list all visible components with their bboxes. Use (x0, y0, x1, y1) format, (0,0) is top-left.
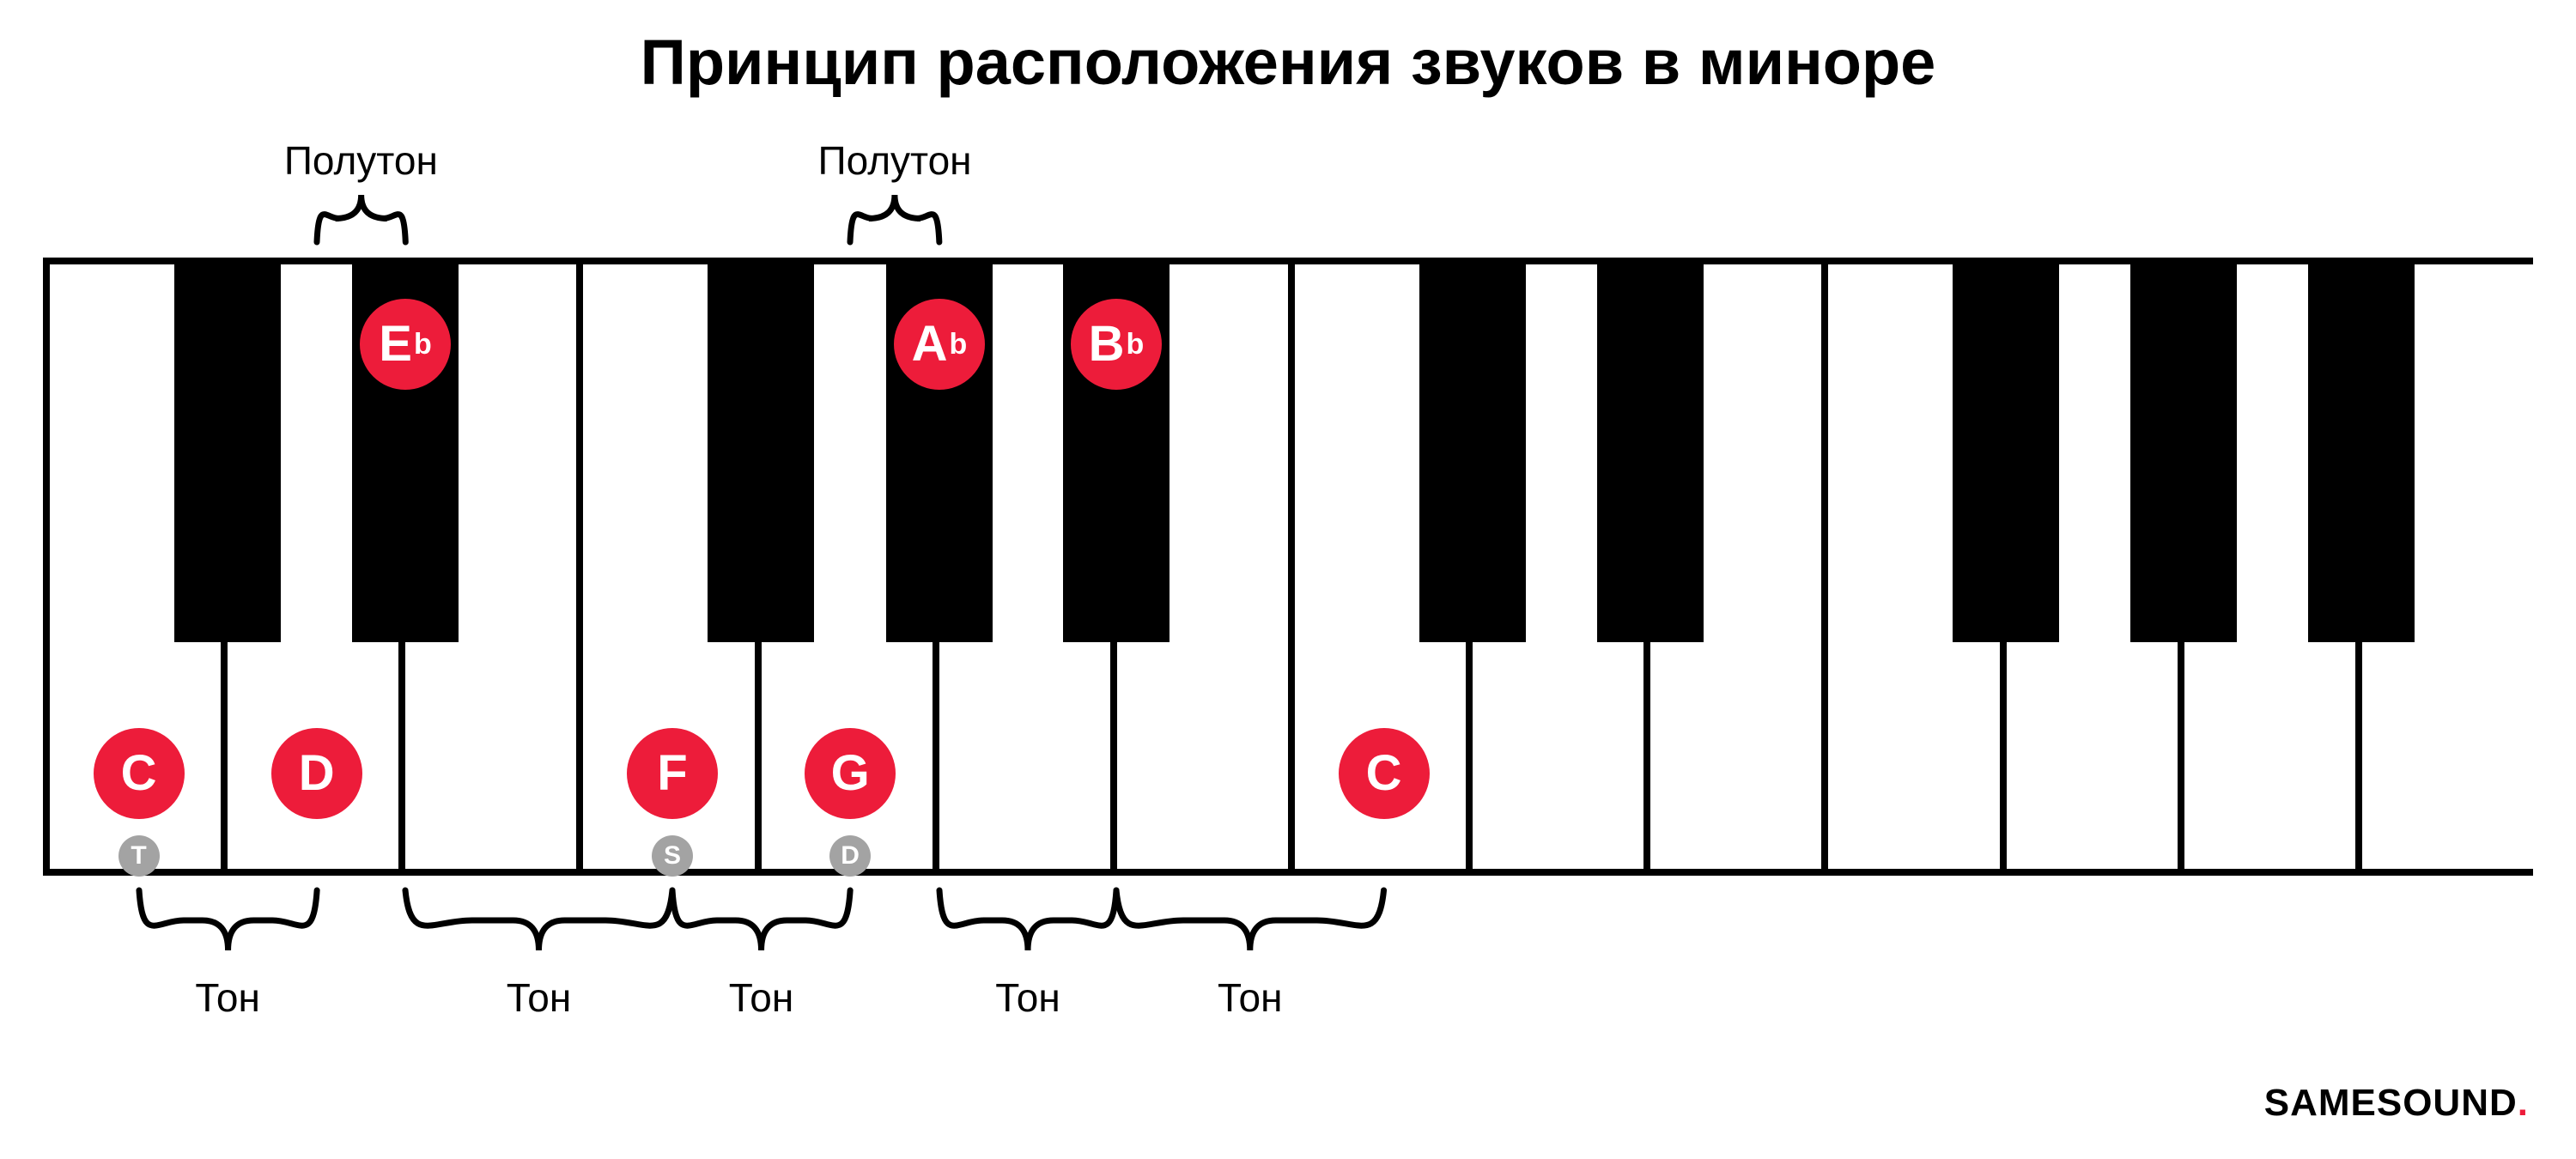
note-label: B (1089, 319, 1125, 369)
function-label: T (131, 843, 146, 869)
whole-tone-brace (139, 889, 317, 956)
note-marker-f: F (627, 728, 718, 819)
half-tone-brace (317, 193, 405, 248)
note-label: F (657, 749, 687, 798)
function-label: D (841, 843, 860, 869)
black-key (1953, 264, 2059, 642)
whole-tone-label: Тон (195, 974, 260, 1021)
black-key (2130, 264, 2237, 642)
note-label: G (831, 749, 870, 798)
page-title: Принцип расположения звуков в миноре (641, 26, 1936, 99)
brand-dot: . (2518, 1082, 2529, 1124)
function-label: S (664, 843, 681, 869)
note-marker-aflat: Ab (894, 299, 985, 390)
keyboard: CDEbFGAbBbCTSD (43, 258, 2533, 876)
whole-tone-label: Тон (1218, 974, 1283, 1021)
note-label: E (379, 319, 412, 369)
function-marker-d: D (829, 835, 871, 877)
black-key (1419, 264, 1526, 642)
note-label: C (121, 749, 157, 798)
note-marker-g: G (805, 728, 896, 819)
brand-logo: SAMESOUND. (2264, 1082, 2529, 1125)
black-key (174, 264, 281, 642)
whole-tone-label: Тон (995, 974, 1060, 1021)
note-marker-c: C (94, 728, 185, 819)
note-marker-c: C (1339, 728, 1430, 819)
black-key (1597, 264, 1704, 642)
whole-tone-brace (939, 889, 1116, 956)
whole-tone-label: Тон (729, 974, 794, 1021)
note-marker-eflat: Eb (360, 299, 451, 390)
whole-tone-brace (1116, 889, 1384, 956)
note-marker-bflat: Bb (1071, 299, 1162, 390)
note-label: D (299, 749, 335, 798)
note-label: A (912, 319, 948, 369)
black-key (2308, 264, 2415, 642)
whole-tone-label: Тон (507, 974, 572, 1021)
brand-text: SAMESOUND (2264, 1082, 2518, 1124)
black-key (708, 264, 814, 642)
whole-tone-brace (405, 889, 672, 956)
half-tone-label: Полутон (818, 137, 972, 184)
function-marker-s: S (652, 835, 693, 877)
note-label: C (1366, 749, 1402, 798)
note-suffix: b (950, 330, 968, 359)
note-marker-d: D (271, 728, 362, 819)
function-marker-t: T (118, 835, 160, 877)
half-tone-brace (850, 193, 939, 248)
half-tone-label: Полутон (284, 137, 438, 184)
note-suffix: b (414, 330, 432, 359)
note-suffix: b (1127, 330, 1145, 359)
whole-tone-brace (672, 889, 850, 956)
